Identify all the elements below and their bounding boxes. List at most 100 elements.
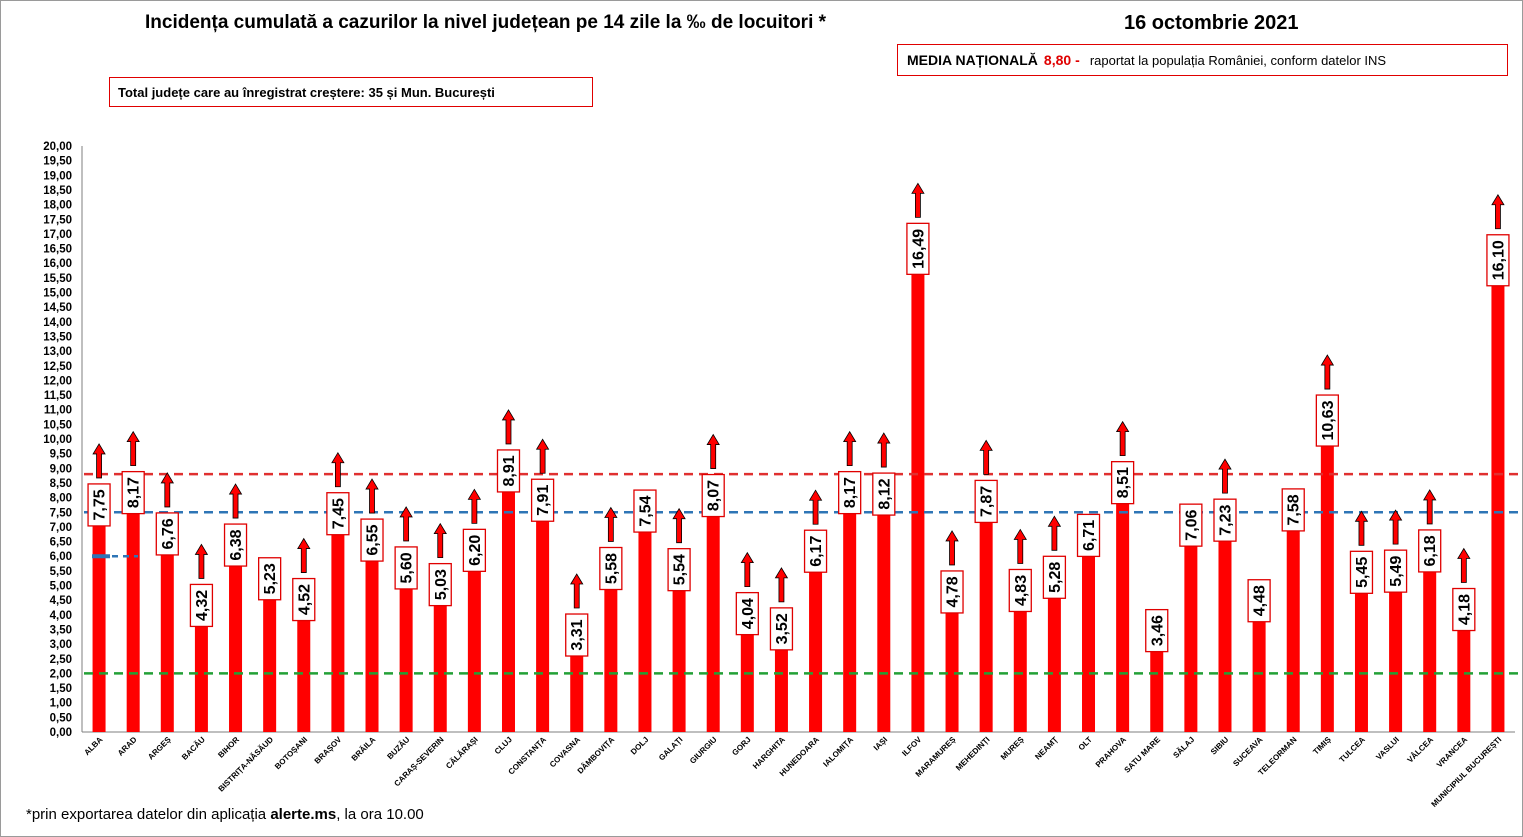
value-label-box [1383,549,1408,593]
bar [501,470,515,732]
increase-arrow-icon [535,438,550,474]
value-label-box [769,607,794,651]
value-label-text: 8,91 [501,455,518,486]
value-label-box [667,548,691,592]
value-label-text: 5,58 [603,553,620,584]
x-tick-label: SĂLAJ [1171,735,1196,760]
value-label: 5,45 [1349,550,1374,594]
value-label-text: 5,23 [262,563,279,594]
value-label-box [155,512,179,556]
value-label: 6,71 [1076,513,1101,558]
y-tick-label: 13,50 [43,331,72,343]
bar [92,504,106,732]
value-label-box [565,613,589,657]
y-tick-label: 9,00 [50,463,72,475]
increase-arrow-icon [808,489,823,525]
value-label: 4,04 [735,591,759,636]
footnote: *prin exportarea datelor din aplicația a… [26,806,424,823]
y-tick-label: 8,00 [50,493,72,505]
value-label-box [1076,513,1101,558]
value-label-text: 4,78 [945,576,962,607]
value-label-box [701,473,725,518]
value-label-box [803,529,828,573]
value-label-box [462,528,487,572]
value-label-text: 7,58 [1286,494,1303,525]
x-tick-label: DÂMBOVIȚA [576,735,617,776]
value-label-box [87,483,111,527]
value-label-box [1179,503,1203,547]
value-label: 8,17 [121,470,145,515]
value-label: 4,78 [940,570,964,614]
y-tick-label: 17,50 [43,214,72,226]
y-tick-label: 13,00 [43,346,72,358]
increase-arrow-icon [399,506,413,542]
y-tick-label: 19,00 [43,170,72,182]
value-label: 7,54 [633,489,657,533]
value-label: 6,18 [1418,529,1442,573]
value-label-text: 6,18 [1422,535,1439,566]
value-label-text: 6,71 [1081,520,1098,551]
y-tick-label: 18,00 [43,200,72,212]
value-label: 5,28 [1042,555,1067,599]
value-label-text: 5,60 [399,552,416,583]
x-tick-label: VASLUI [1374,735,1401,762]
value-label-text: 6,55 [365,524,382,555]
value-label-text: 5,45 [1354,557,1371,588]
increase-arrow-icon [979,439,993,475]
value-label: 4,32 [189,583,214,628]
value-label-box [1247,579,1271,623]
y-tick-label: 5,50 [50,566,72,578]
increase-arrow-icon [160,472,175,508]
value-label-box [1213,498,1237,542]
value-label-text: 6,17 [808,536,825,567]
value-label: 6,76 [155,512,179,556]
value-label: 4,48 [1247,579,1271,623]
value-label-text: 5,54 [672,554,689,585]
increase-arrow-icon [1218,458,1232,494]
x-tick-label: ARAD [116,735,139,758]
value-label: 5,03 [428,562,452,607]
increase-arrow-icon [842,430,857,467]
x-tick-label: MUREȘ [999,735,1026,762]
increase-arrow-icon [1047,515,1062,551]
bar [467,550,481,732]
value-label: 8,07 [701,473,725,518]
y-tick-label: 6,50 [50,537,72,549]
increase-arrow-icon [433,522,447,559]
bar [160,533,174,732]
x-tick-label: VRANCEA [1435,735,1469,769]
value-label: 7,91 [530,478,555,522]
y-tick-label: 10,50 [43,419,72,431]
bar [1082,535,1096,732]
bar [433,584,447,732]
bar [399,567,413,732]
y-tick-label: 12,50 [43,361,72,373]
x-tick-label: TULCEA [1338,735,1367,764]
bar [672,569,686,732]
value-label: 7,23 [1213,498,1237,542]
bar [843,492,857,732]
value-label: 5,23 [258,557,282,601]
value-label-text: 7,54 [637,495,654,526]
x-tick-label: BIHOR [216,735,241,760]
value-label-box [838,470,862,515]
value-label-box [292,577,316,622]
x-tick-label: OLT [1077,735,1094,752]
increase-arrow-icon [911,182,925,218]
increase-arrow-icon [1422,489,1437,525]
x-tick-label: GALAȚI [657,735,684,762]
value-label-text: 3,52 [774,613,791,644]
footnote-app: alerte.ms [270,806,337,823]
increase-arrow-icon [92,443,106,479]
value-label-box [189,583,214,628]
total-counties-text: Total județe care au înregistrat creșter… [118,84,495,100]
value-label-text: 8,07 [706,480,723,511]
x-tick-label: BRĂILA [350,735,378,763]
x-tick-label: COVASNA [548,735,582,769]
bar [1354,572,1368,732]
x-tick-label: TIMIȘ [1311,735,1333,757]
bar [1184,525,1198,732]
value-label-text: 7,23 [1217,504,1234,535]
chart-title: Incidența cumulată a cazurilor la nivel … [145,12,827,33]
value-label: 8,17 [838,470,862,515]
